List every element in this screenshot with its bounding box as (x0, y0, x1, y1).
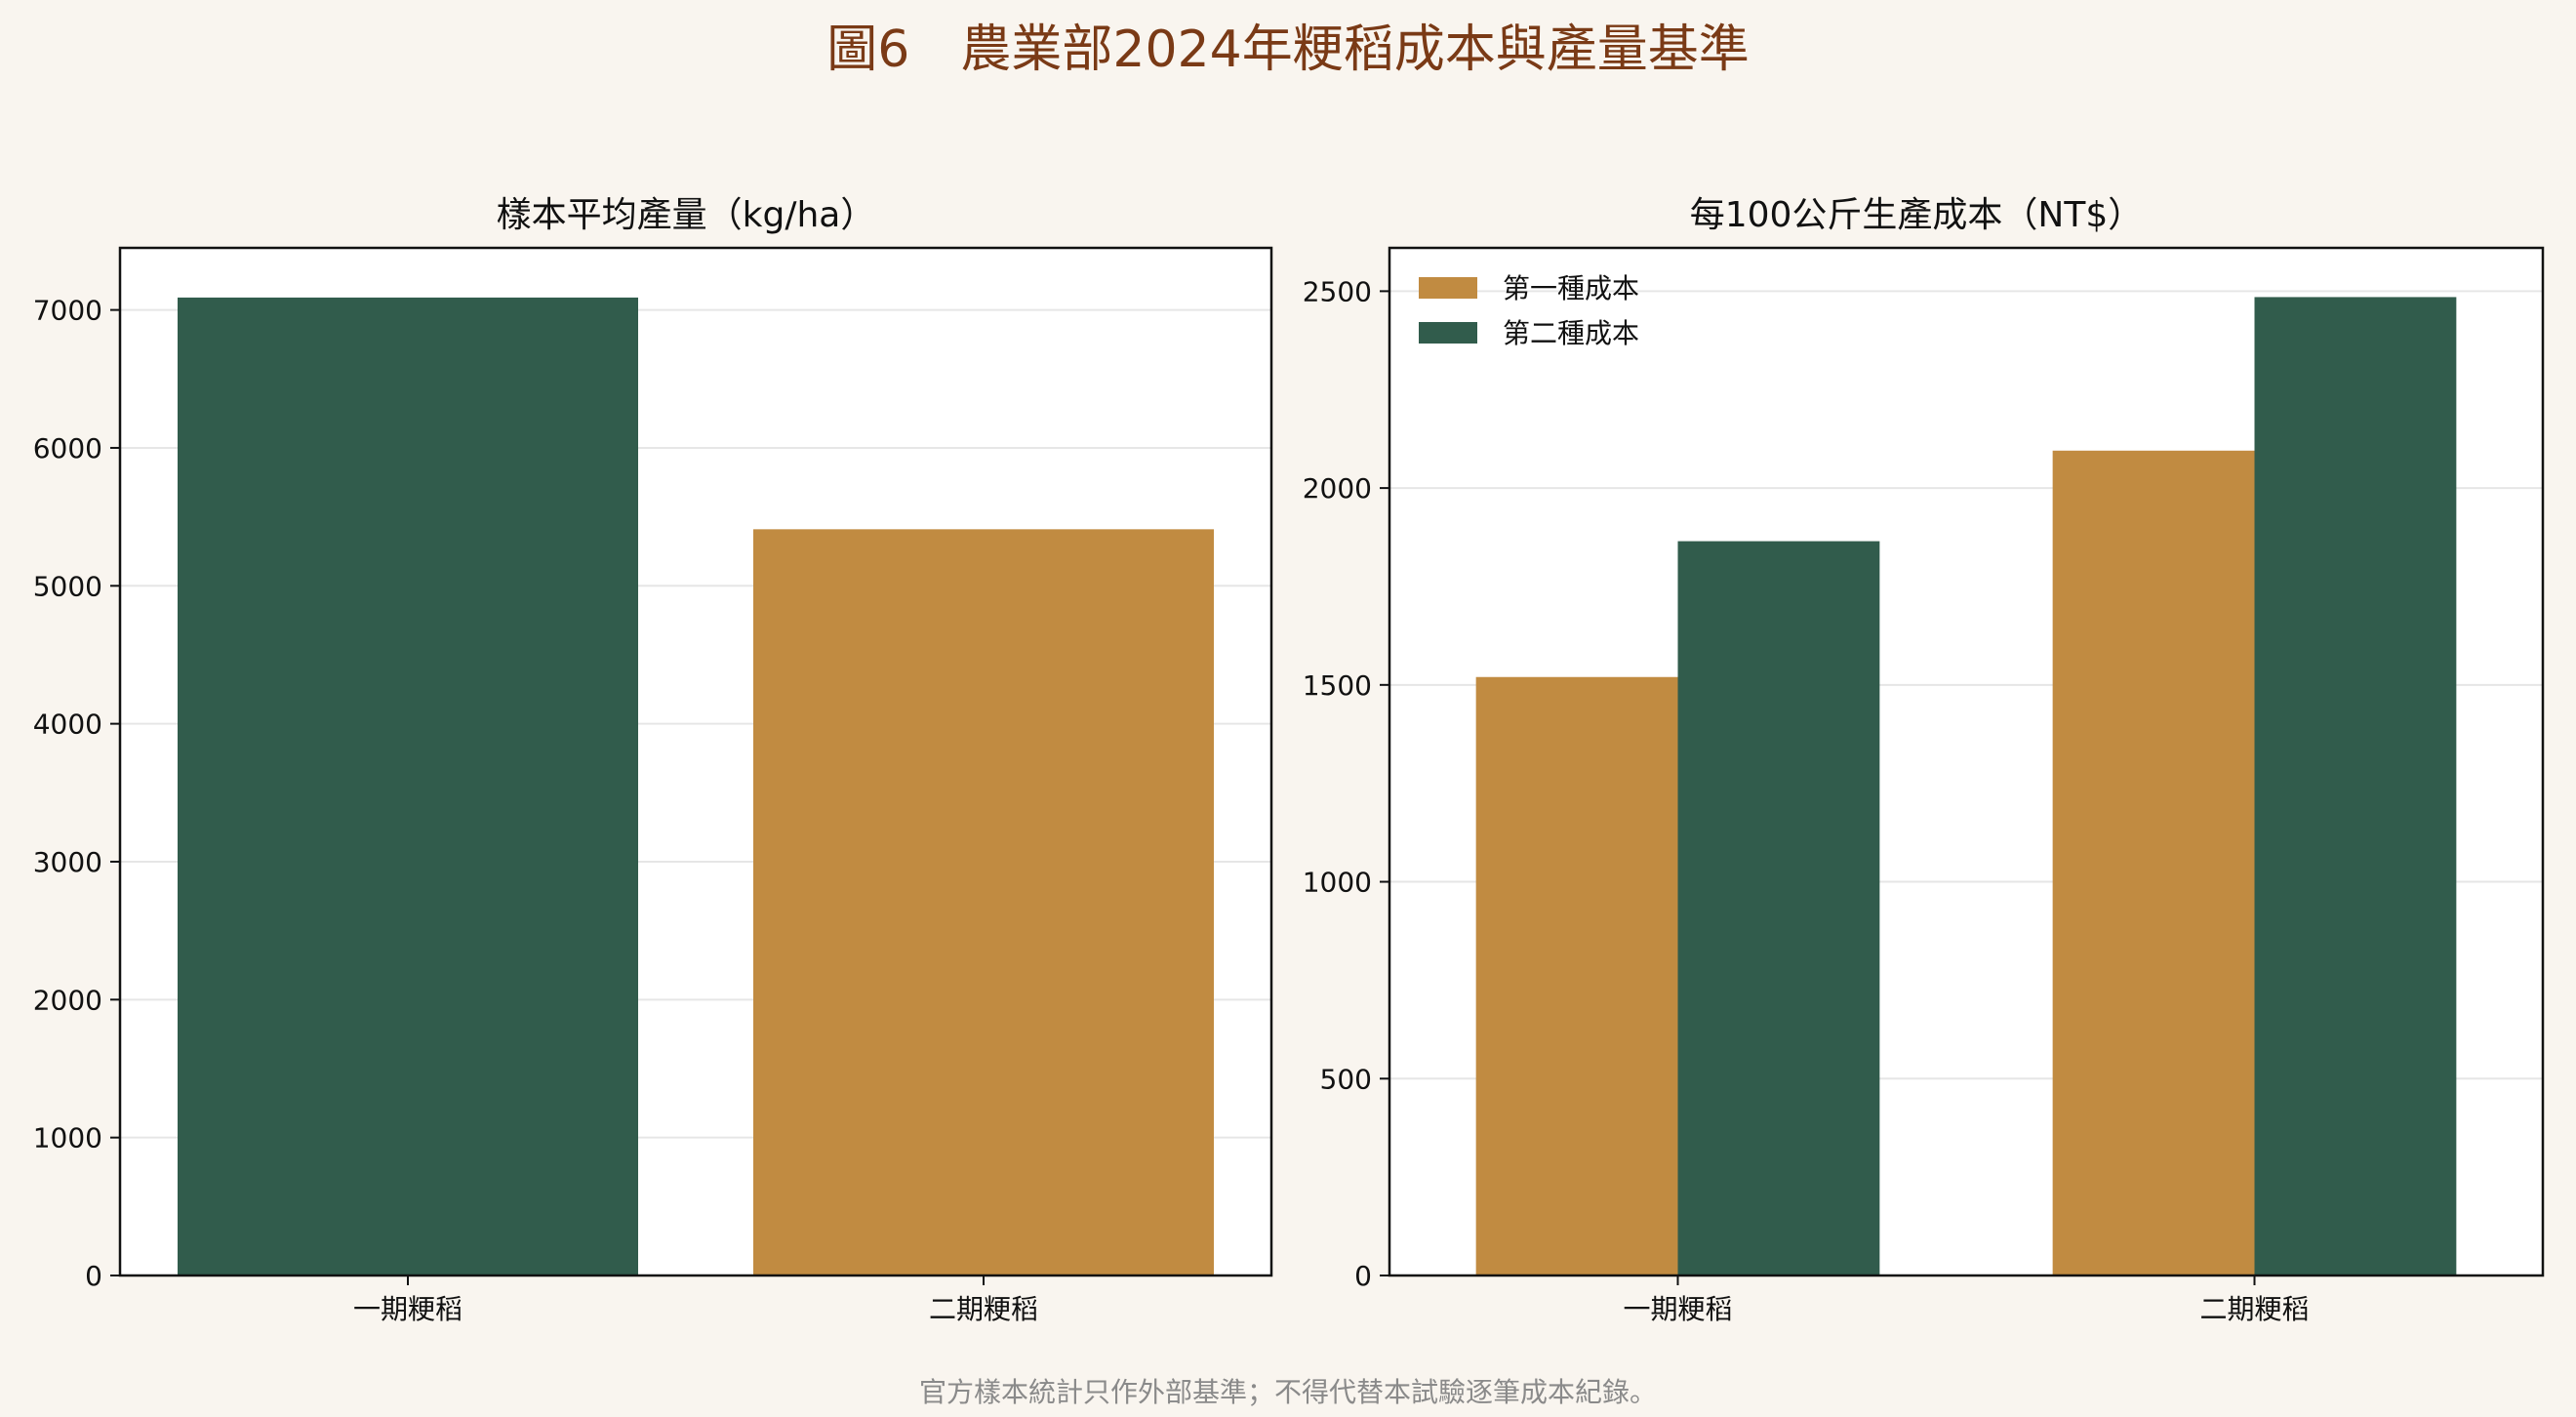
yield-y-tick-label: 2000 (33, 984, 102, 1016)
yield-axes-frame (118, 246, 1273, 1277)
cost-legend-label: 第一種成本 (1503, 272, 1639, 304)
cost-bar-2-2 (2254, 297, 2457, 1275)
cost-bar-1-2 (2052, 450, 2255, 1275)
yield-x-tick-label: 一期粳稻 (353, 1293, 463, 1325)
yield-chart-title: 樣本平均產量（kg/ha） (497, 195, 876, 235)
figure-title: 圖6 農業部2024年粳稻成本與產量基準 (826, 20, 1749, 79)
yield-x-tick-label: 二期粳稻 (929, 1293, 1038, 1325)
cost-y-tick-label: 2000 (1303, 472, 1372, 505)
cost-x-tick-label: 二期粳稻 (2199, 1293, 2309, 1325)
yield-y-tick-label: 7000 (33, 295, 102, 327)
cost-legend-swatch (1419, 277, 1477, 299)
cost-legend-swatch (1419, 322, 1477, 344)
yield-y-tick-label: 1000 (33, 1122, 102, 1154)
yield-chart: 樣本平均產量（kg/ha） 0 1000 2000 3000 4000 5000 6000 7… (33, 195, 1273, 1325)
cost-y-tick-label: 0 (1354, 1260, 1372, 1292)
cost-chart-title: 每100公斤生產成本（NT$） (1690, 195, 2144, 235)
cost-bar-1-1 (1475, 676, 1678, 1275)
yield-y-tick-label: 5000 (33, 570, 102, 602)
cost-y-tick-label: 1500 (1303, 669, 1372, 702)
cost-axes-frame (1388, 246, 2545, 1277)
yield-bar-2 (753, 529, 1214, 1275)
footnote: 官方樣本統計只作外部基準；不得代替本試驗逐筆成本紀錄。 (919, 1376, 1657, 1408)
cost-legend-label: 第二種成本 (1503, 317, 1639, 349)
cost-y-tick-label: 1000 (1303, 867, 1372, 899)
yield-bar-1 (178, 297, 638, 1276)
yield-y-tick-label: 4000 (33, 708, 102, 741)
yield-y-tick-label: 3000 (33, 846, 102, 878)
cost-bar-2-1 (1677, 541, 1880, 1275)
cost-y-tick-label: 2500 (1303, 275, 1372, 307)
yield-y-tick-label: 0 (85, 1260, 102, 1292)
cost-x-tick-label: 一期粳稻 (1623, 1293, 1732, 1325)
cost-chart: 每100公斤生產成本（NT$） 0 500 1000 1500 2000 2500 第一種成… (1303, 195, 2545, 1325)
cost-y-tick-label: 500 (1320, 1063, 1372, 1095)
yield-y-tick-label: 6000 (33, 432, 102, 465)
